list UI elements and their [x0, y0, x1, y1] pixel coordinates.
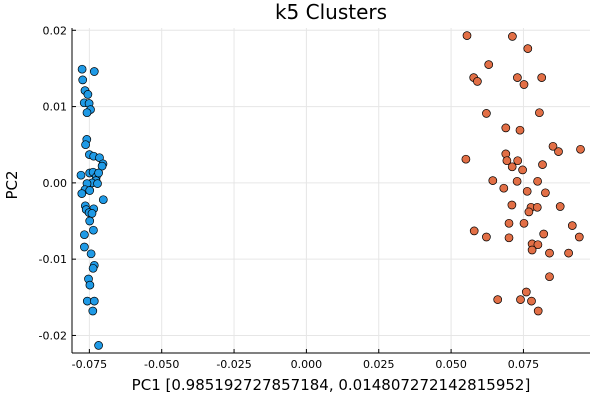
cluster-2-point	[518, 165, 527, 175]
cluster-1-point	[98, 195, 108, 205]
cluster-2-point	[502, 156, 512, 166]
x-tick-label: 0.025	[363, 358, 395, 371]
y-tick-label: 0.01	[43, 101, 68, 114]
cluster-1-point	[89, 67, 99, 76]
cluster-2-point	[524, 207, 534, 217]
cluster-1-point	[97, 161, 107, 171]
y-axis-ticks: -0.02 -0.01 0.00 0.01 0.02	[39, 24, 76, 342]
cluster-2-point	[554, 147, 563, 156]
cluster-2-point	[513, 156, 523, 166]
cluster-2-point	[564, 248, 573, 258]
cluster-1-point	[83, 90, 93, 99]
y-tick-label: -0.01	[39, 253, 67, 266]
cluster-1-point	[89, 225, 98, 235]
cluster-2-point	[508, 32, 517, 41]
cluster-2-point	[545, 272, 554, 282]
cluster-2-point	[535, 108, 544, 118]
cluster-2-point	[461, 154, 471, 164]
cluster-1-point	[77, 189, 87, 198]
cluster-1-point	[76, 170, 86, 180]
cluster-2-point	[533, 240, 543, 250]
cluster-1-point	[87, 209, 97, 218]
data-points	[76, 31, 585, 350]
cluster-2-point	[493, 295, 503, 304]
x-tick-label: -0.025	[216, 358, 251, 371]
cluster-1-point	[80, 230, 89, 240]
cluster-1-point	[85, 216, 95, 226]
cluster-2-point	[539, 229, 549, 239]
cluster-2-point	[473, 77, 482, 86]
cluster-2-point	[567, 221, 577, 230]
y-tick-label: 0.02	[43, 24, 68, 37]
cluster-2-point	[537, 73, 547, 82]
x-tick-label: -0.075	[72, 358, 107, 371]
x-tick-label: 0.050	[435, 358, 467, 371]
cluster-1-point	[94, 341, 103, 350]
cluster-2-point	[512, 176, 522, 186]
cluster-1-point	[77, 64, 87, 74]
cluster-2-point	[541, 188, 550, 198]
cluster-1-point	[88, 263, 98, 273]
cluster-1-point	[86, 249, 96, 259]
cluster-2-point	[521, 287, 531, 297]
cluster-2-point	[504, 218, 514, 228]
cluster-2-point	[527, 296, 536, 306]
cluster-1-point	[82, 108, 92, 118]
cluster-2-point	[499, 183, 509, 193]
cluster-2-point	[469, 226, 479, 236]
cluster-2-point	[574, 232, 584, 242]
cluster-2-point	[515, 125, 525, 135]
x-tick-label: 0.000	[291, 358, 323, 371]
cluster-1-point	[85, 280, 95, 290]
cluster-1-point	[94, 168, 103, 178]
cluster-2-point	[519, 80, 529, 89]
cluster-2-point	[482, 109, 491, 118]
cluster-2-point	[507, 200, 517, 210]
cluster-2-point	[507, 162, 517, 172]
cluster-2-point	[516, 295, 525, 304]
cluster-2-point	[504, 233, 514, 243]
cluster-1-point	[78, 75, 88, 85]
cluster-2-point	[548, 141, 558, 151]
cluster-1-point	[89, 296, 99, 306]
x-tick-label: -0.050	[144, 358, 179, 371]
x-tick-label: 0.075	[508, 358, 540, 371]
cluster-2-point	[484, 60, 494, 69]
x-axis-ticks: -0.075 -0.050 -0.025 0.000 0.025 0.050 0.075	[72, 349, 540, 371]
cluster-2-point	[533, 306, 543, 316]
cluster-1-point	[80, 242, 89, 252]
cluster-2-point	[545, 248, 554, 258]
cluster-2-point	[527, 245, 537, 255]
cluster-1-point	[88, 306, 98, 316]
cluster-2-point	[522, 186, 532, 196]
cluster-2-point	[482, 232, 491, 242]
cluster-2-point	[555, 202, 565, 211]
cluster-1-point	[93, 179, 102, 188]
cluster-2-point	[533, 176, 542, 186]
x-axis-label: PC1 [0.985192727857184, 0.01480727214281…	[132, 376, 531, 394]
cluster-1-point	[85, 186, 95, 195]
cluster-2-point	[488, 176, 498, 185]
cluster-2-point	[519, 218, 529, 228]
axes	[71, 28, 590, 354]
chart-title: k5 Clusters	[275, 0, 387, 24]
cluster-2-point	[532, 202, 542, 212]
cluster-2-point	[513, 73, 522, 82]
cluster-2-point	[523, 44, 533, 53]
cluster-1-point	[81, 140, 90, 150]
cluster-2-point	[501, 123, 511, 133]
grid-lines	[72, 28, 590, 353]
cluster-2-point	[538, 160, 547, 169]
cluster-2-point	[462, 31, 472, 40]
y-tick-label: 0.00	[43, 177, 68, 190]
y-axis-label: PC2	[3, 170, 21, 199]
cluster-2-point	[576, 144, 585, 154]
y-tick-label: -0.02	[39, 329, 67, 342]
